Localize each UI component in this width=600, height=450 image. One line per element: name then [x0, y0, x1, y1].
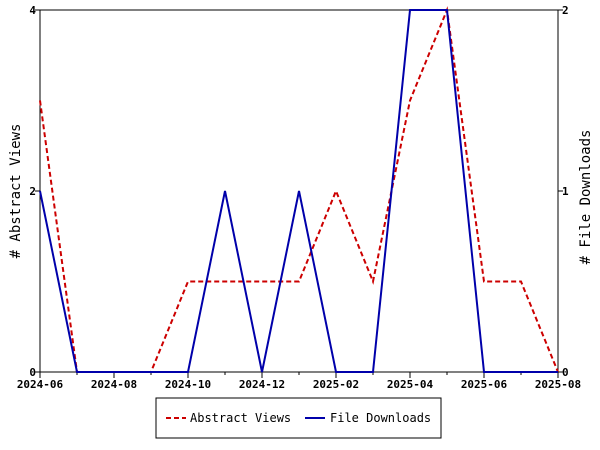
y-axis-left: 0 2 4: [29, 4, 40, 379]
x-axis: 2024-06 2024-08 2024-10 2024-12 2025-02 2025-…: [17, 372, 581, 391]
x-tick-label: 2024-10: [165, 378, 211, 391]
series-line-file-downloads: [39, 9, 558, 373]
x-tick-label: 2024-06: [17, 378, 64, 391]
legend-label-file-downloads: File Downloads: [330, 411, 431, 425]
y-right-tick-label: 0: [562, 366, 569, 379]
x-tick-label: 2025-06: [461, 378, 508, 391]
y-right-tick-label: 2: [562, 4, 569, 17]
series-lines: [39, 6, 559, 373]
legend-box: [155, 397, 442, 439]
legend-label-abstract-views: Abstract Views: [190, 411, 291, 425]
x-tick-label: 2024-08: [91, 378, 137, 391]
legend: Abstract Views File Downloads: [155, 397, 442, 439]
y-axis-left-title: # Abstract Views: [8, 124, 24, 259]
y-right-tick-label: 1: [562, 185, 569, 198]
y-left-tick-label: 0: [29, 366, 36, 379]
x-tick-label: 2025-02: [313, 378, 359, 391]
y-axis-right-title: # File Downloads: [578, 130, 594, 265]
y-axis-right: 0 1 2: [558, 4, 569, 379]
x-tick-label: 2025-08: [535, 378, 581, 391]
y-left-tick-label: 2: [29, 185, 36, 198]
x-tick-label: 2025-04: [387, 378, 434, 391]
y-left-tick-label: 4: [29, 4, 36, 17]
x-tick-label: 2024-12: [239, 378, 285, 391]
